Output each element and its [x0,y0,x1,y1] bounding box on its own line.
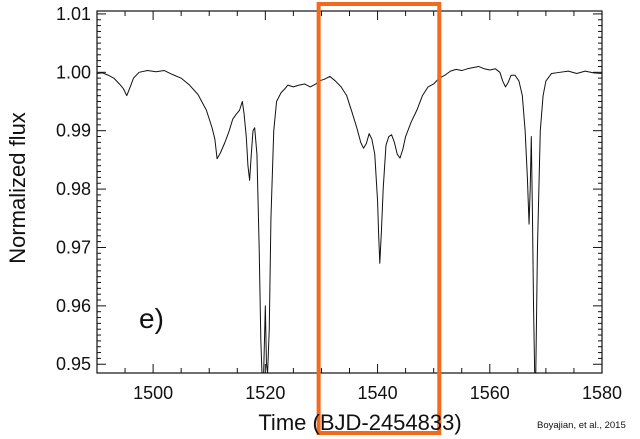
y-tick-label: 1.00 [56,62,91,82]
tick-layer: 1500 1520 1540 1560 1580 0.95 0.96 0.97 0.98 0.99… [56,4,622,403]
x-tick-label: 1560 [470,383,510,403]
credit-text: Boyajian, et al., 2015 [537,420,626,431]
y-tick-label: 0.99 [56,121,91,141]
y-tick-label: 0.96 [56,296,91,316]
y-tick-label: 0.97 [56,237,91,257]
y-axis-label: Normalized flux [5,112,30,264]
plot-frame [96,10,603,374]
x-tick-label: 1580 [582,383,622,403]
y-tick-label: 0.98 [56,179,91,199]
y-tick-label: 0.95 [56,354,91,374]
flux-series-line [97,65,602,373]
highlight-layer [316,2,442,435]
highlight-box [316,2,442,435]
x-tick-label: 1540 [358,383,398,403]
x-tick-label: 1520 [245,383,285,403]
x-axis-label: Time (BJD-2454833) [258,410,461,435]
x-tick-label: 1500 [133,383,173,403]
panel-label: e) [139,303,164,334]
flux-series-layer [97,65,602,373]
y-tick-label: 1.01 [56,4,91,24]
axes-layer [96,10,603,374]
